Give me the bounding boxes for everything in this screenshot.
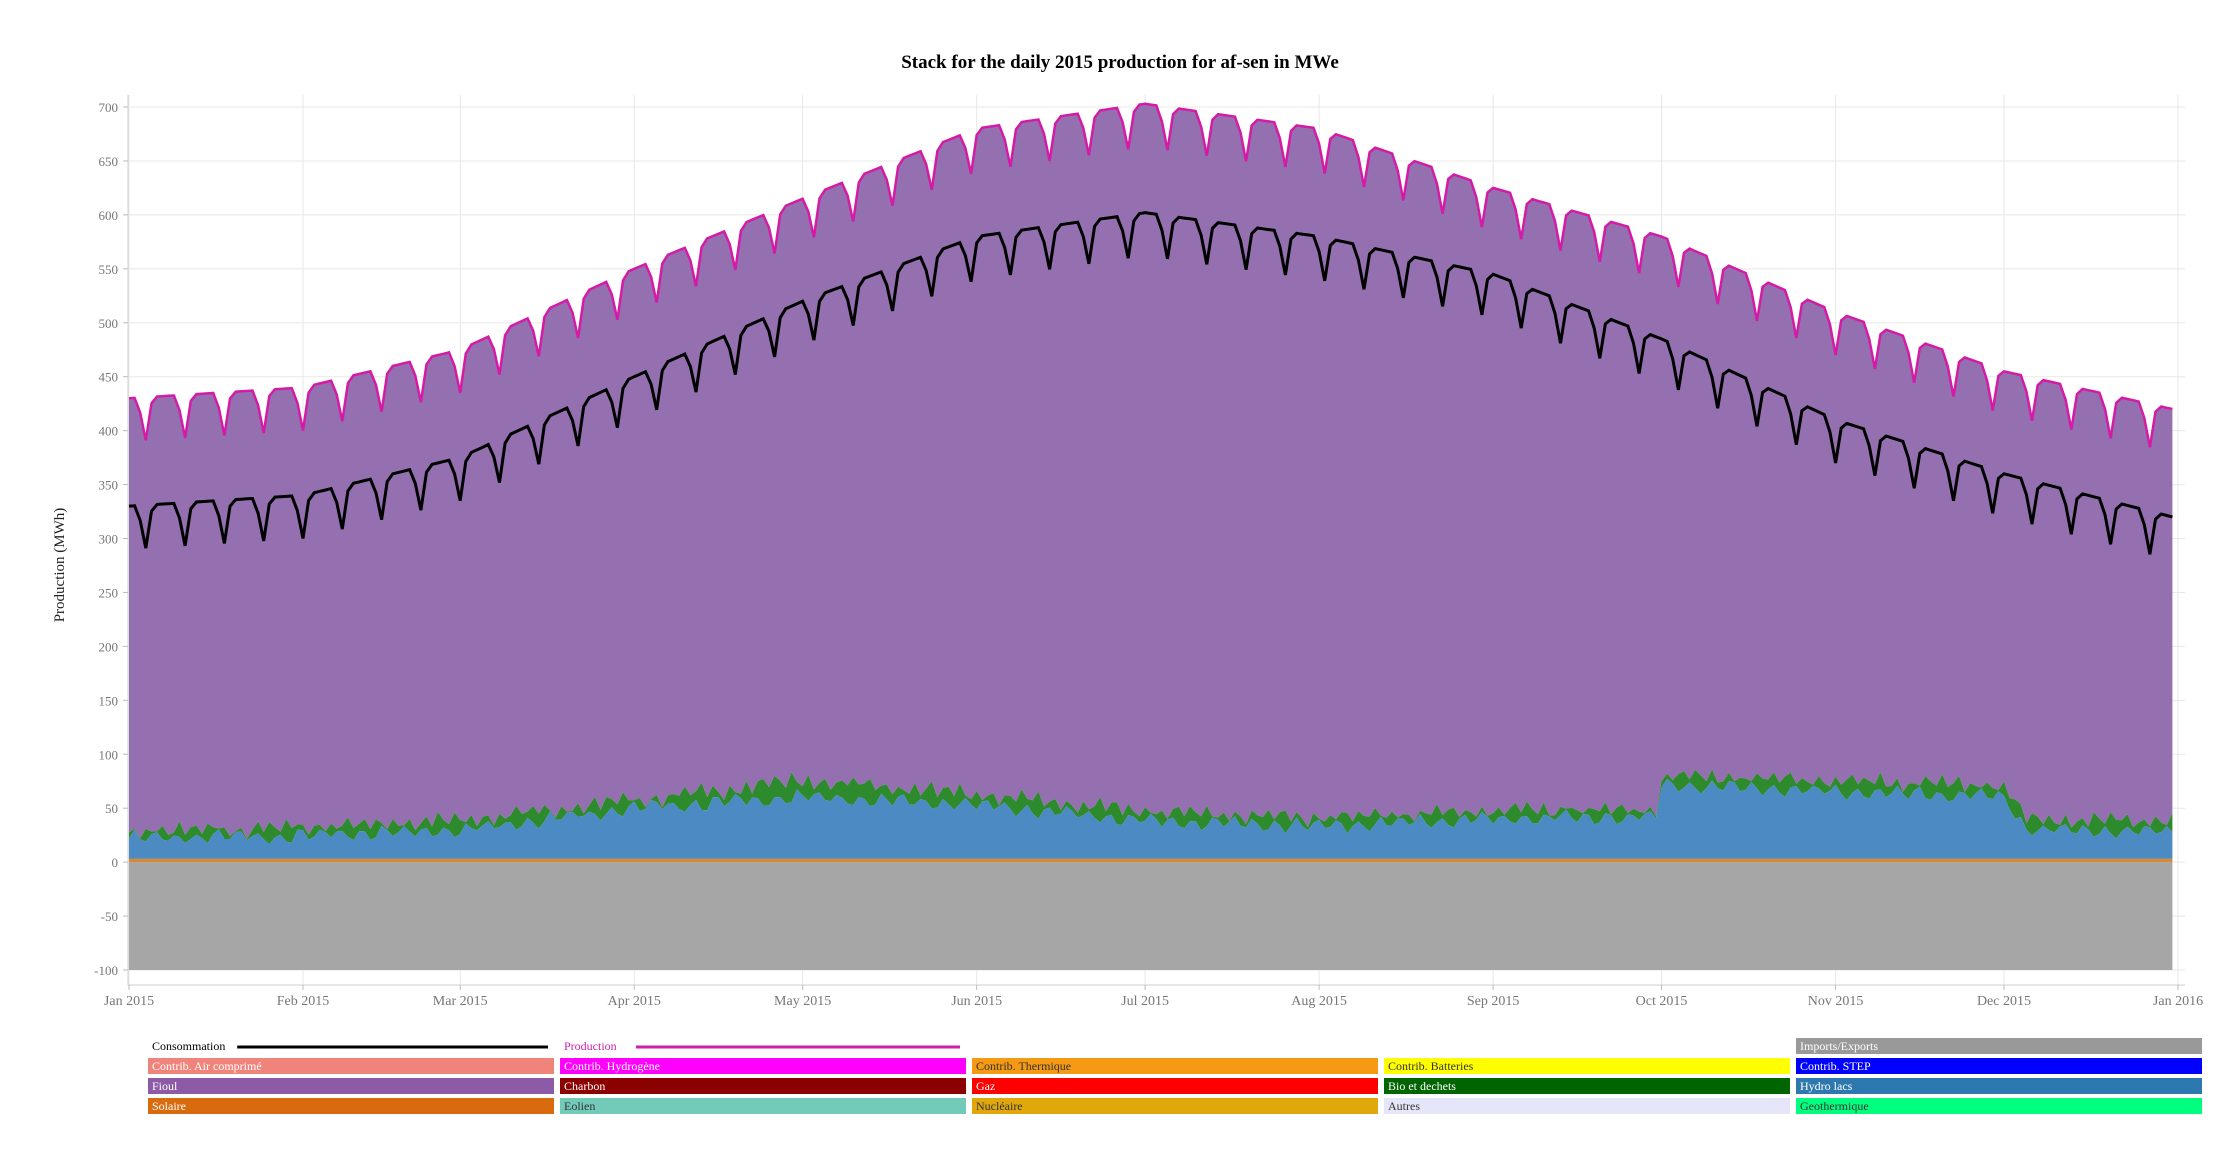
legend-label: Solaire xyxy=(152,1099,186,1113)
legend-swatch xyxy=(560,1058,966,1074)
y-tick-label: 550 xyxy=(99,262,119,277)
y-tick-label: 650 xyxy=(99,154,119,169)
legend-label: Nucléaire xyxy=(976,1099,1023,1113)
x-tick-label: Feb 2015 xyxy=(277,994,330,1009)
hydro-lacs-area xyxy=(129,779,2173,859)
x-tick-label: Jan 2016 xyxy=(2153,994,2203,1009)
y-tick-label: 250 xyxy=(99,585,119,600)
x-tick-label: Apr 2015 xyxy=(608,994,661,1009)
solaire-area xyxy=(129,858,2173,863)
x-tick-label: Mar 2015 xyxy=(433,994,488,1009)
axes: -100 -50 0 50 100 150 200 250 300 350 400 450 500 550… xyxy=(94,95,2203,1009)
y-tick-label: 400 xyxy=(99,424,119,439)
y-tick-label: -100 xyxy=(94,963,118,978)
y-tick-label: 350 xyxy=(99,478,119,493)
x-tick-label: Sep 2015 xyxy=(1467,994,1520,1009)
legend-label: Eolien xyxy=(564,1099,595,1113)
production-line xyxy=(128,102,2173,448)
legend-label: Charbon xyxy=(564,1079,605,1093)
y-tick-label: 600 xyxy=(99,208,119,223)
legend-swatch xyxy=(148,1058,554,1074)
legend-label: Contrib. Air comprimé xyxy=(152,1059,262,1073)
legend-swatch xyxy=(972,1098,1378,1114)
x-tick-label: May 2015 xyxy=(774,994,831,1009)
y-tick-label: 500 xyxy=(99,316,119,331)
series-lines xyxy=(128,102,2173,555)
x-tick-label: Dec 2015 xyxy=(1977,994,2031,1009)
legend-swatch xyxy=(1796,1078,2202,1094)
legend-label: Autres xyxy=(1388,1099,1420,1113)
legend-swatch xyxy=(972,1078,1378,1094)
x-tick-label: Jul 2015 xyxy=(1121,994,1169,1009)
imports-exports-area xyxy=(129,862,2173,970)
y-tick-label: 300 xyxy=(99,532,119,547)
legend-swatch xyxy=(148,1098,554,1114)
legend-swatch xyxy=(972,1058,1378,1074)
y-tick-label: 50 xyxy=(105,801,118,816)
y-tick-label: 0 xyxy=(112,855,119,870)
legend-swatch xyxy=(1796,1098,2202,1114)
consommation-line xyxy=(128,211,2173,555)
x-tick-label: Jun 2015 xyxy=(951,994,1002,1009)
legend-swatch xyxy=(560,1098,966,1114)
legend-swatch xyxy=(560,1078,966,1094)
y-tick-label: 100 xyxy=(99,747,119,762)
x-tick-label: Aug 2015 xyxy=(1291,994,1347,1009)
legend-label: Imports/Exports xyxy=(1800,1039,1878,1053)
legend-swatch xyxy=(1384,1098,1790,1114)
fioul-area xyxy=(129,103,2173,839)
legend-swatch xyxy=(148,1078,554,1094)
legend-label: Contrib. STEP xyxy=(1800,1059,1871,1073)
legend: Consommation Production Imports/Exports Con… xyxy=(148,1038,2202,1114)
legend-label: Contrib. Hydrogène xyxy=(564,1059,660,1073)
legend-label: Fioul xyxy=(152,1079,178,1093)
x-tick-label: Nov 2015 xyxy=(1808,994,1864,1009)
legend-label: Production xyxy=(564,1039,617,1053)
legend-label: Contrib. Batteries xyxy=(1388,1059,1474,1073)
y-tick-label: -50 xyxy=(101,909,118,924)
x-tick-label: Jan 2015 xyxy=(104,994,154,1009)
y-tick-label: 200 xyxy=(99,639,119,654)
stacked-areas xyxy=(129,103,2173,970)
y-axis-label: Production (MWh) xyxy=(52,508,68,623)
y-tick-label: 450 xyxy=(99,370,119,385)
legend-label: Geothermique xyxy=(1800,1099,1869,1113)
legend-label: Hydro lacs xyxy=(1800,1079,1853,1093)
legend-label: Contrib. Thermique xyxy=(976,1059,1071,1073)
y-tick-label: 700 xyxy=(99,100,119,115)
chart-title: Stack for the daily 2015 production for … xyxy=(901,52,1339,73)
legend-label: Bio et dechets xyxy=(1388,1079,1456,1093)
legend-swatch xyxy=(1796,1038,2202,1054)
y-tick-label: 150 xyxy=(99,693,119,708)
legend-label: Consommation xyxy=(152,1039,225,1053)
x-tick-label: Oct 2015 xyxy=(1636,994,1688,1009)
legend-swatch xyxy=(1384,1078,1790,1094)
legend-swatch xyxy=(1384,1058,1790,1074)
legend-swatch xyxy=(1796,1058,2202,1074)
legend-label: Gaz xyxy=(976,1079,995,1093)
